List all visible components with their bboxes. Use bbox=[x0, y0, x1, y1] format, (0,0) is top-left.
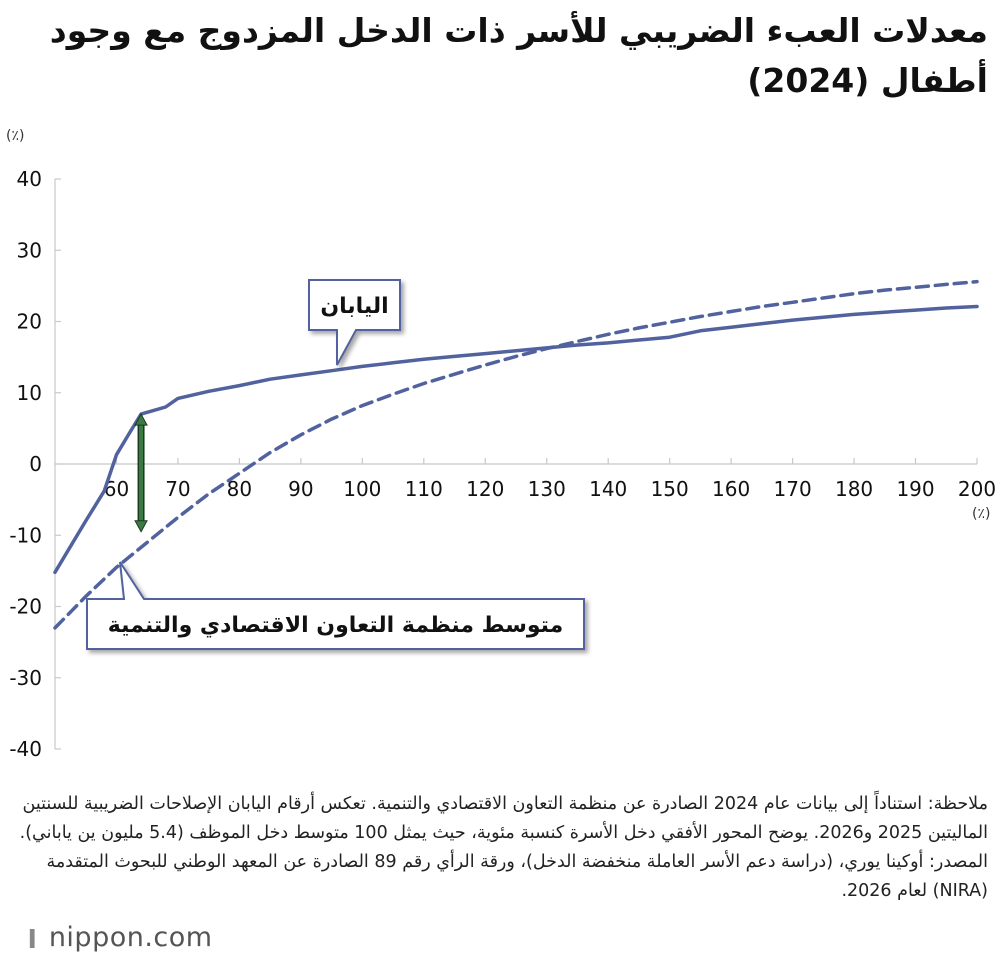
x-tick-label: 150 bbox=[651, 477, 689, 501]
y-tick-label: 40 bbox=[17, 167, 42, 191]
chart-notes: ملاحظة: استناداً إلى بيانات عام 2024 الص… bbox=[3, 790, 988, 906]
y-axis-unit-label: (٪) bbox=[6, 128, 25, 144]
y-tick-label: 30 bbox=[17, 238, 42, 262]
japan-callout bbox=[308, 279, 401, 366]
x-tick-label: 110 bbox=[405, 477, 443, 501]
y-tick-label: 10 bbox=[17, 381, 42, 405]
x-tick-label: 200 bbox=[958, 477, 996, 501]
gap-arrow-head-up bbox=[134, 413, 148, 426]
oecd-average-series-line bbox=[53, 279, 979, 630]
logo-suffix: .com bbox=[144, 922, 213, 953]
x-tick-label: 180 bbox=[835, 477, 873, 501]
y-tick-label: 0 bbox=[29, 452, 42, 476]
x-tick-label: 170 bbox=[774, 477, 812, 501]
y-tick-label: -30 bbox=[9, 666, 42, 690]
x-tick-label: 100 bbox=[343, 477, 381, 501]
callout-label: اليابان bbox=[320, 294, 388, 319]
x-tick-label: 120 bbox=[466, 477, 504, 501]
source-text: المصدر: أوكينا يوري، (دراسة دعم الأسر ال… bbox=[46, 852, 988, 901]
y-tick-label: -40 bbox=[9, 737, 42, 761]
logo-brand: nippon bbox=[48, 922, 145, 953]
x-tick-label: 70 bbox=[165, 477, 190, 501]
nippon-logo: ▍ nippon.com bbox=[30, 922, 213, 953]
callout-label: متوسط منظمة التعاون الاقتصادي والتنمية bbox=[108, 613, 563, 638]
logo-divider-icon: ▍ bbox=[30, 929, 43, 948]
x-tick-label: 90 bbox=[288, 477, 313, 501]
x-tick-label: 140 bbox=[589, 477, 627, 501]
x-tick-label: 160 bbox=[712, 477, 750, 501]
y-tick-label: -20 bbox=[9, 595, 42, 619]
oecd-callout bbox=[86, 561, 585, 650]
y-tick-label: 20 bbox=[17, 310, 42, 334]
note-text: ملاحظة: استناداً إلى بيانات عام 2024 الص… bbox=[19, 794, 988, 843]
x-tick-label: 130 bbox=[528, 477, 566, 501]
callout-box bbox=[86, 561, 585, 650]
callout-box bbox=[308, 279, 401, 366]
x-axis-unit-label: (٪) bbox=[972, 506, 991, 522]
x-tick-label: 190 bbox=[896, 477, 934, 501]
gap-arrow-head-down bbox=[134, 520, 148, 533]
japan-series-line bbox=[53, 304, 979, 575]
y-tick-label: -10 bbox=[9, 523, 42, 547]
chart-title: معدلات العبء الضريبي للأسر ذات الدخل الم… bbox=[49, 11, 988, 100]
